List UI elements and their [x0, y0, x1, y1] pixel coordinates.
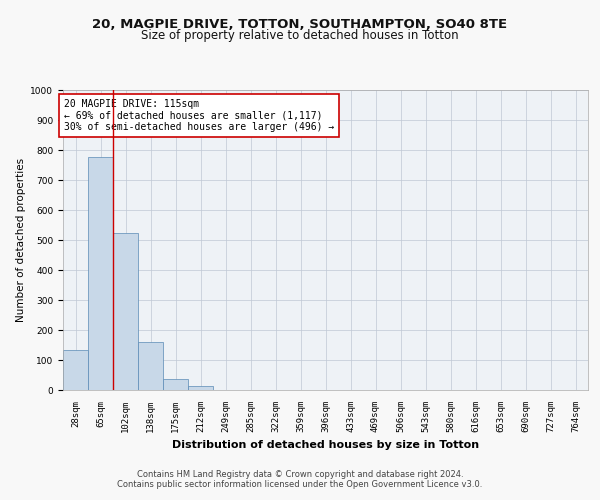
Text: 20, MAGPIE DRIVE, TOTTON, SOUTHAMPTON, SO40 8TE: 20, MAGPIE DRIVE, TOTTON, SOUTHAMPTON, S… — [92, 18, 508, 30]
Y-axis label: Number of detached properties: Number of detached properties — [16, 158, 26, 322]
Bar — [188, 386, 213, 390]
Bar — [63, 350, 88, 390]
Text: Size of property relative to detached houses in Totton: Size of property relative to detached ho… — [141, 29, 459, 42]
Text: Contains HM Land Registry data © Crown copyright and database right 2024.: Contains HM Land Registry data © Crown c… — [137, 470, 463, 479]
Text: Contains public sector information licensed under the Open Government Licence v3: Contains public sector information licen… — [118, 480, 482, 489]
Bar — [113, 234, 138, 390]
Text: 20 MAGPIE DRIVE: 115sqm
← 69% of detached houses are smaller (1,117)
30% of semi: 20 MAGPIE DRIVE: 115sqm ← 69% of detache… — [64, 99, 334, 132]
X-axis label: Distribution of detached houses by size in Totton: Distribution of detached houses by size … — [172, 440, 479, 450]
Bar — [163, 378, 188, 390]
Bar — [138, 342, 163, 390]
Bar — [88, 156, 113, 390]
